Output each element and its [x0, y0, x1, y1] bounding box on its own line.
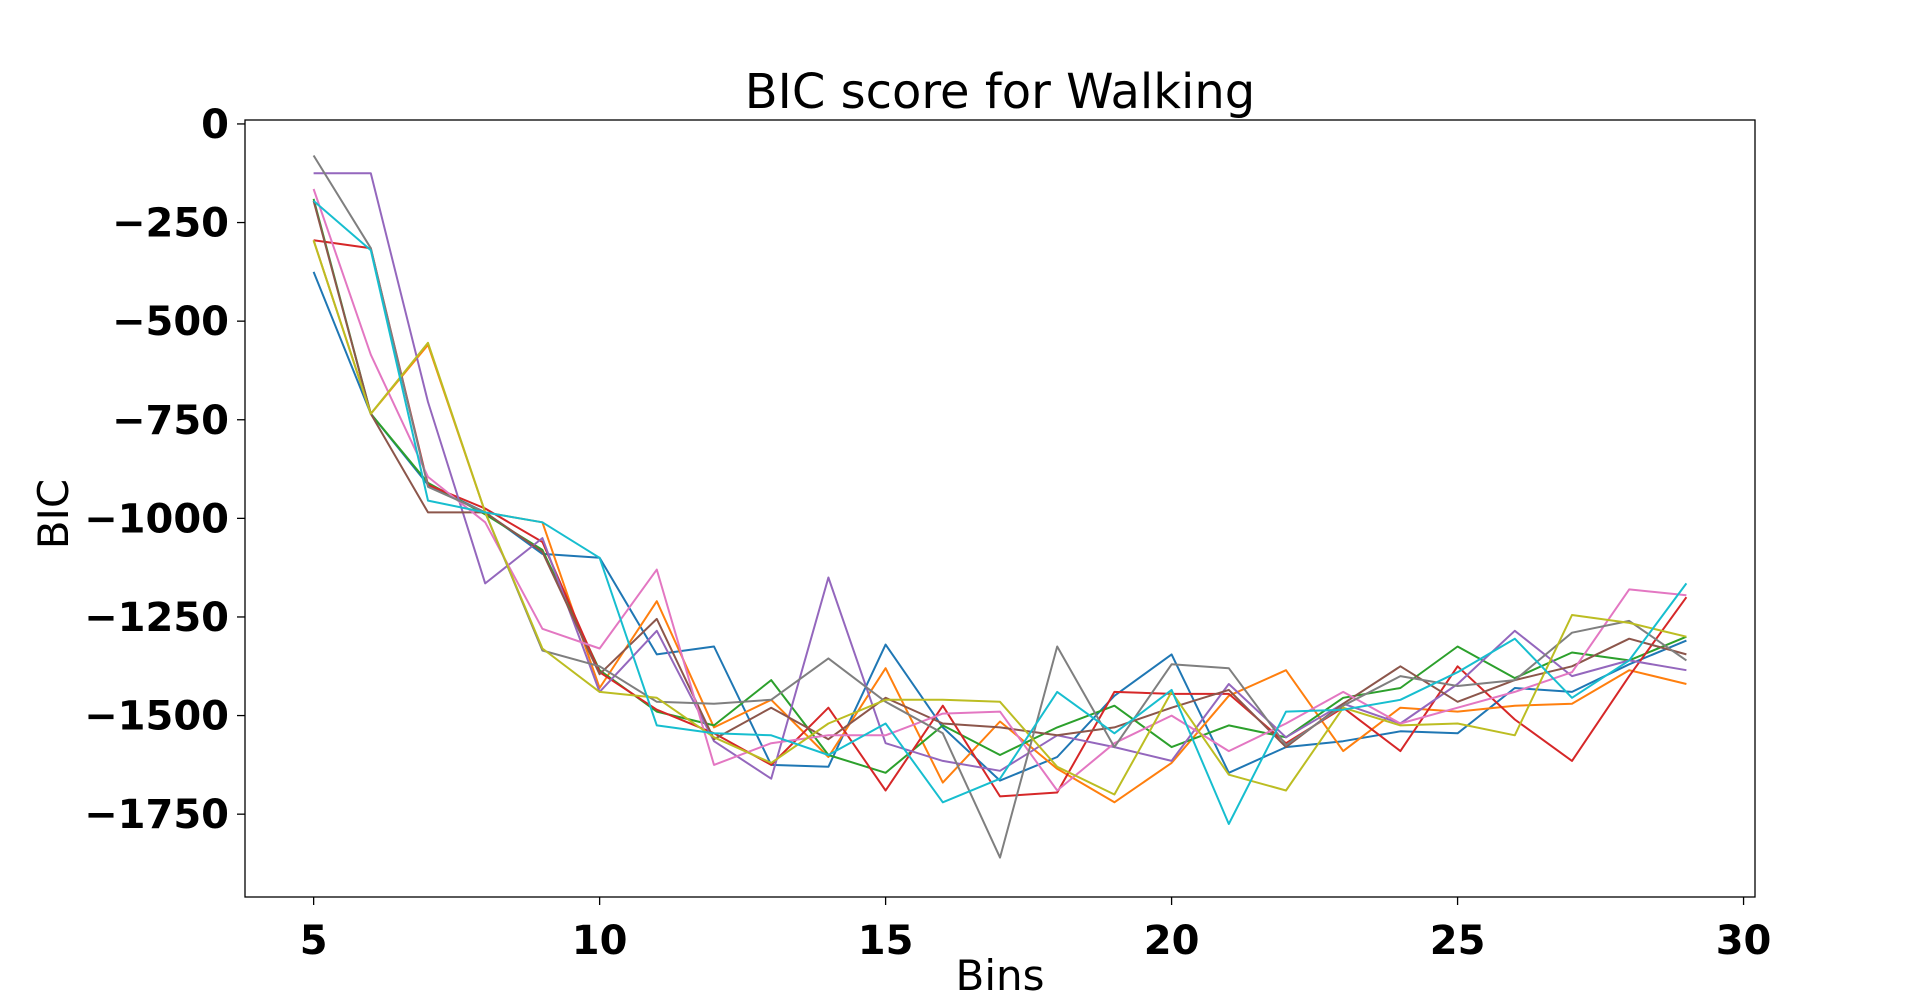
x-tick-label: 15: [858, 918, 914, 964]
series-line-6: [312, 200, 1687, 749]
series-layer: [312, 154, 1688, 859]
y-tick-label: −1750: [84, 792, 229, 838]
series-line-7: [312, 188, 1687, 792]
x-axis: 5 10 15 20 25 30: [300, 897, 1772, 964]
y-axis: 0 −250 −500 −750 −1000 −1250 −1500 −1750: [84, 102, 245, 838]
series-line-3: [312, 198, 1687, 774]
y-tick-label: 0: [201, 102, 229, 148]
series-line-10: [312, 200, 1688, 825]
series-line-1: [312, 271, 1687, 782]
series-line-2: [312, 239, 1687, 804]
y-tick-label: −250: [112, 201, 229, 247]
x-tick-label: 10: [572, 918, 628, 964]
y-tick-label: −750: [112, 398, 229, 444]
series-line-9: [312, 239, 1687, 796]
y-tick-label: −500: [112, 299, 229, 345]
chart-title: BIC score for Walking: [745, 64, 1256, 120]
y-tick-label: −1000: [84, 496, 229, 542]
x-axis-label: Bins: [956, 951, 1045, 994]
y-tick-label: −1250: [84, 595, 229, 641]
y-axis-label: BIC: [29, 479, 78, 550]
plot-frame: [244, 119, 1756, 898]
x-tick-label: 25: [1430, 918, 1486, 964]
series-line-8: [312, 154, 1687, 859]
x-tick-label: 5: [300, 918, 328, 964]
series-line-4: [313, 239, 1688, 798]
x-tick-label: 20: [1144, 918, 1200, 964]
x-tick-label: 30: [1716, 918, 1772, 964]
y-tick-label: −1500: [84, 694, 229, 740]
series-line-5: [313, 172, 1687, 780]
